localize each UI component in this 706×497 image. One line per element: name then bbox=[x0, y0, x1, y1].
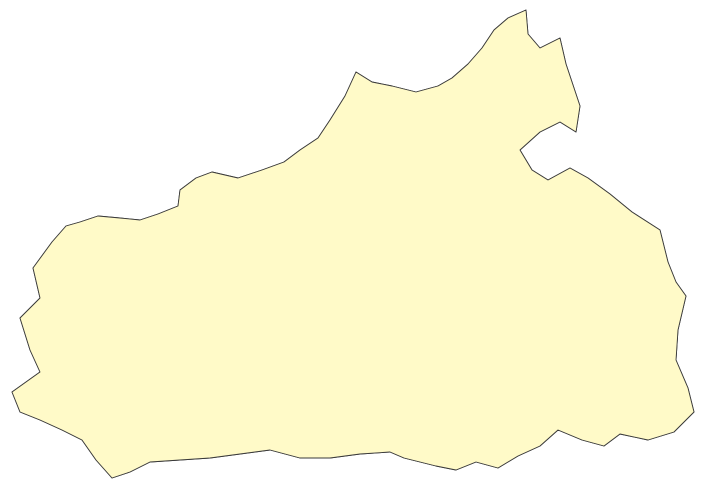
state-outline-stroke bbox=[11, 9, 695, 479]
